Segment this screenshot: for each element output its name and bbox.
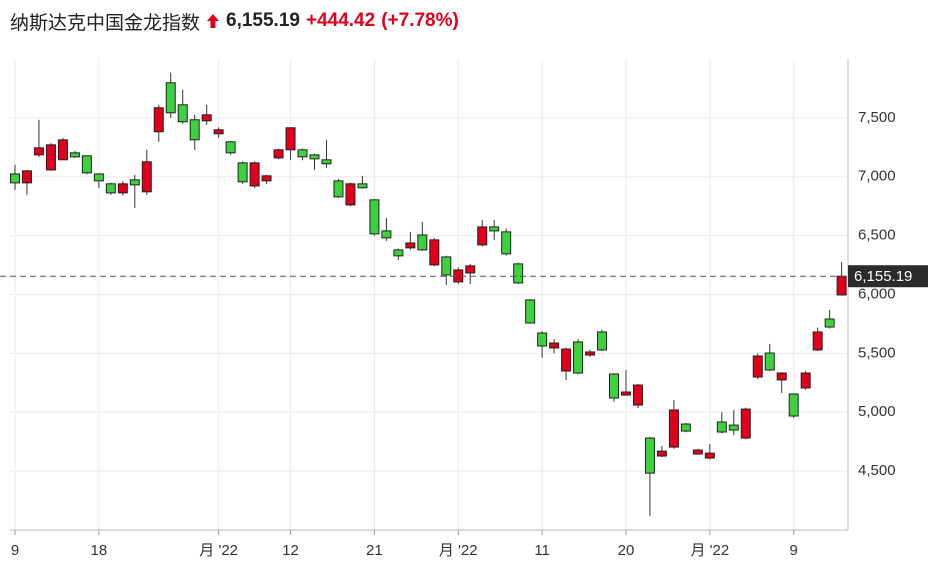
last-price-label: 6,155.19 [854, 268, 912, 285]
y-tick-label: 6,500 [858, 227, 896, 244]
candle-body [189, 119, 200, 141]
candle-body [117, 183, 128, 194]
candle-body [417, 234, 428, 251]
y-tick-label: 4,500 [858, 462, 896, 479]
x-tick-label: 月 '22 [439, 542, 478, 559]
candle-body [644, 437, 655, 474]
candle-body [800, 372, 811, 389]
candle-body [273, 149, 284, 159]
candle-body [93, 173, 104, 182]
candle-body [740, 408, 751, 439]
candle-body [381, 230, 392, 239]
x-tick-label: 9 [11, 542, 19, 559]
candle-body [501, 231, 512, 255]
candle-body [309, 154, 320, 160]
candle-body [680, 423, 691, 432]
candle-body [549, 342, 560, 349]
index-title: 纳斯达克中国金龙指数 [10, 12, 201, 34]
candle-body [692, 449, 703, 455]
candle-body [405, 242, 416, 249]
candle-body [225, 141, 236, 154]
change-pct: (+7.78%) [381, 10, 459, 31]
candle-body [609, 373, 619, 399]
candle-body [728, 424, 739, 431]
candle-body [573, 341, 584, 374]
candle-body [477, 226, 488, 246]
candle-body [393, 249, 404, 257]
candle-body [33, 147, 44, 156]
candle-body [357, 183, 368, 189]
candle-body [620, 391, 631, 396]
candle-body [321, 159, 332, 165]
candle-body [177, 104, 188, 123]
change: +444.42 [305, 10, 376, 31]
candle-body [513, 263, 524, 284]
candle-body [369, 199, 380, 235]
candle-body [261, 175, 272, 182]
candle-body [836, 275, 847, 296]
last-price-box [848, 265, 928, 288]
candle-body [656, 450, 667, 457]
candle-body [69, 152, 80, 158]
candle-body [237, 162, 248, 183]
candle-body [764, 352, 775, 371]
header: 纳斯达克中国金龙指数 6,155.19 +444.42 (+7.78%) [10, 6, 459, 36]
candle-body [213, 129, 224, 135]
candle-body [525, 299, 536, 324]
candle-body [297, 149, 308, 158]
x-tick-label: 20 [618, 542, 635, 559]
candle-body [153, 107, 164, 133]
candle-body [632, 384, 643, 406]
up-arrow [207, 14, 220, 28]
x-tick-label: 月 '22 [690, 542, 729, 559]
candle-body [465, 265, 476, 274]
x-tick-label: 11 [534, 542, 550, 559]
candle-body [597, 331, 608, 351]
candle-body [57, 139, 68, 161]
candle-body [537, 332, 548, 347]
candle-body [105, 183, 116, 194]
candle-body [141, 161, 152, 193]
x-tick-label: 月 '22 [199, 542, 238, 559]
candle-body [429, 239, 440, 266]
candle-body [824, 318, 835, 328]
price: 6,155.19 [226, 10, 300, 31]
x-tick-label: 9 [790, 542, 798, 559]
candle-body [333, 180, 344, 198]
y-tick-label: 7,500 [858, 109, 896, 126]
candle-body [45, 144, 56, 171]
y-tick-label: 6,000 [858, 285, 896, 302]
candle-body [668, 409, 679, 448]
x-tick-label: 12 [282, 542, 299, 559]
x-tick-label: 18 [91, 542, 108, 559]
x-tick-label: 21 [366, 542, 383, 559]
candle-body [249, 162, 260, 187]
candle-body [716, 421, 727, 433]
candle-body [752, 355, 763, 378]
candle-body [10, 173, 20, 184]
y-tick-label: 7,000 [858, 168, 896, 185]
candle-body [345, 183, 356, 206]
candle-body [285, 127, 296, 151]
candle-body [704, 452, 715, 459]
candle-body [561, 348, 572, 372]
candle-body [201, 114, 212, 122]
candle-body [585, 351, 596, 356]
candle-body [21, 170, 32, 184]
candle-body [165, 82, 176, 114]
candle-body [776, 372, 787, 381]
candle-body [788, 393, 799, 417]
candle-body [812, 331, 823, 351]
y-tick-label: 5,500 [858, 344, 896, 361]
candle-body [489, 226, 500, 232]
candle-body [81, 155, 92, 174]
candle-body [129, 179, 140, 186]
y-tick-label: 5,000 [858, 403, 896, 420]
candle-body [441, 256, 452, 276]
